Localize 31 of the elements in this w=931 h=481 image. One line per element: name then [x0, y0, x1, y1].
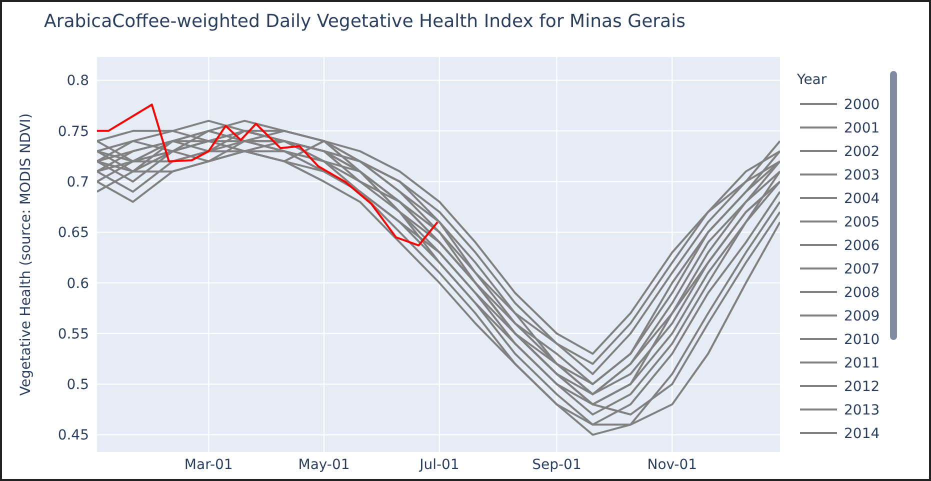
y-tick-label: 0.55 [58, 326, 89, 342]
legend-label: 2009 [844, 308, 880, 324]
legend-label: 2011 [844, 355, 880, 372]
legend-label: 2002 [844, 144, 880, 160]
legend-label: 2003 [844, 167, 880, 184]
y-tick-label: 0.5 [66, 377, 89, 394]
x-tick-label: Jul-01 [418, 457, 460, 473]
legend-label: 2012 [844, 378, 880, 395]
legend-label: 2013 [844, 402, 880, 418]
legend-label: 2004 [844, 190, 880, 207]
y-tick-label: 0.7 [66, 174, 89, 190]
y-tick-label: 0.45 [58, 428, 89, 444]
legend-label: 2001 [844, 120, 880, 136]
legend-title: Year [796, 72, 827, 88]
legend-label: 2007 [844, 261, 880, 278]
x-tick-label: Mar-01 [184, 457, 233, 473]
y-tick-label: 0.6 [66, 276, 90, 292]
legend-label: 2014 [844, 426, 880, 442]
x-tick-label: May-01 [298, 457, 350, 473]
chart-title: ArabicaCoffee-weighted Daily Vegetative Health Index for Minas Gerais [44, 11, 686, 32]
x-tick-label: Nov-01 [647, 457, 698, 473]
y-axis-title: Vegetative Health (source: MODIS NDVI) [18, 113, 34, 396]
legend-label: 2006 [844, 238, 880, 254]
y-tick-label: 0.65 [58, 225, 89, 242]
legend-label: 2008 [844, 284, 880, 301]
legend-label: 2005 [844, 214, 880, 230]
x-tick-label: Sep-01 [532, 457, 582, 473]
legend-label: 2000 [844, 96, 880, 113]
legend-label: 2010 [844, 332, 880, 348]
y-tick-label: 0.75 [58, 124, 89, 140]
y-tick-label: 0.8 [66, 73, 89, 90]
